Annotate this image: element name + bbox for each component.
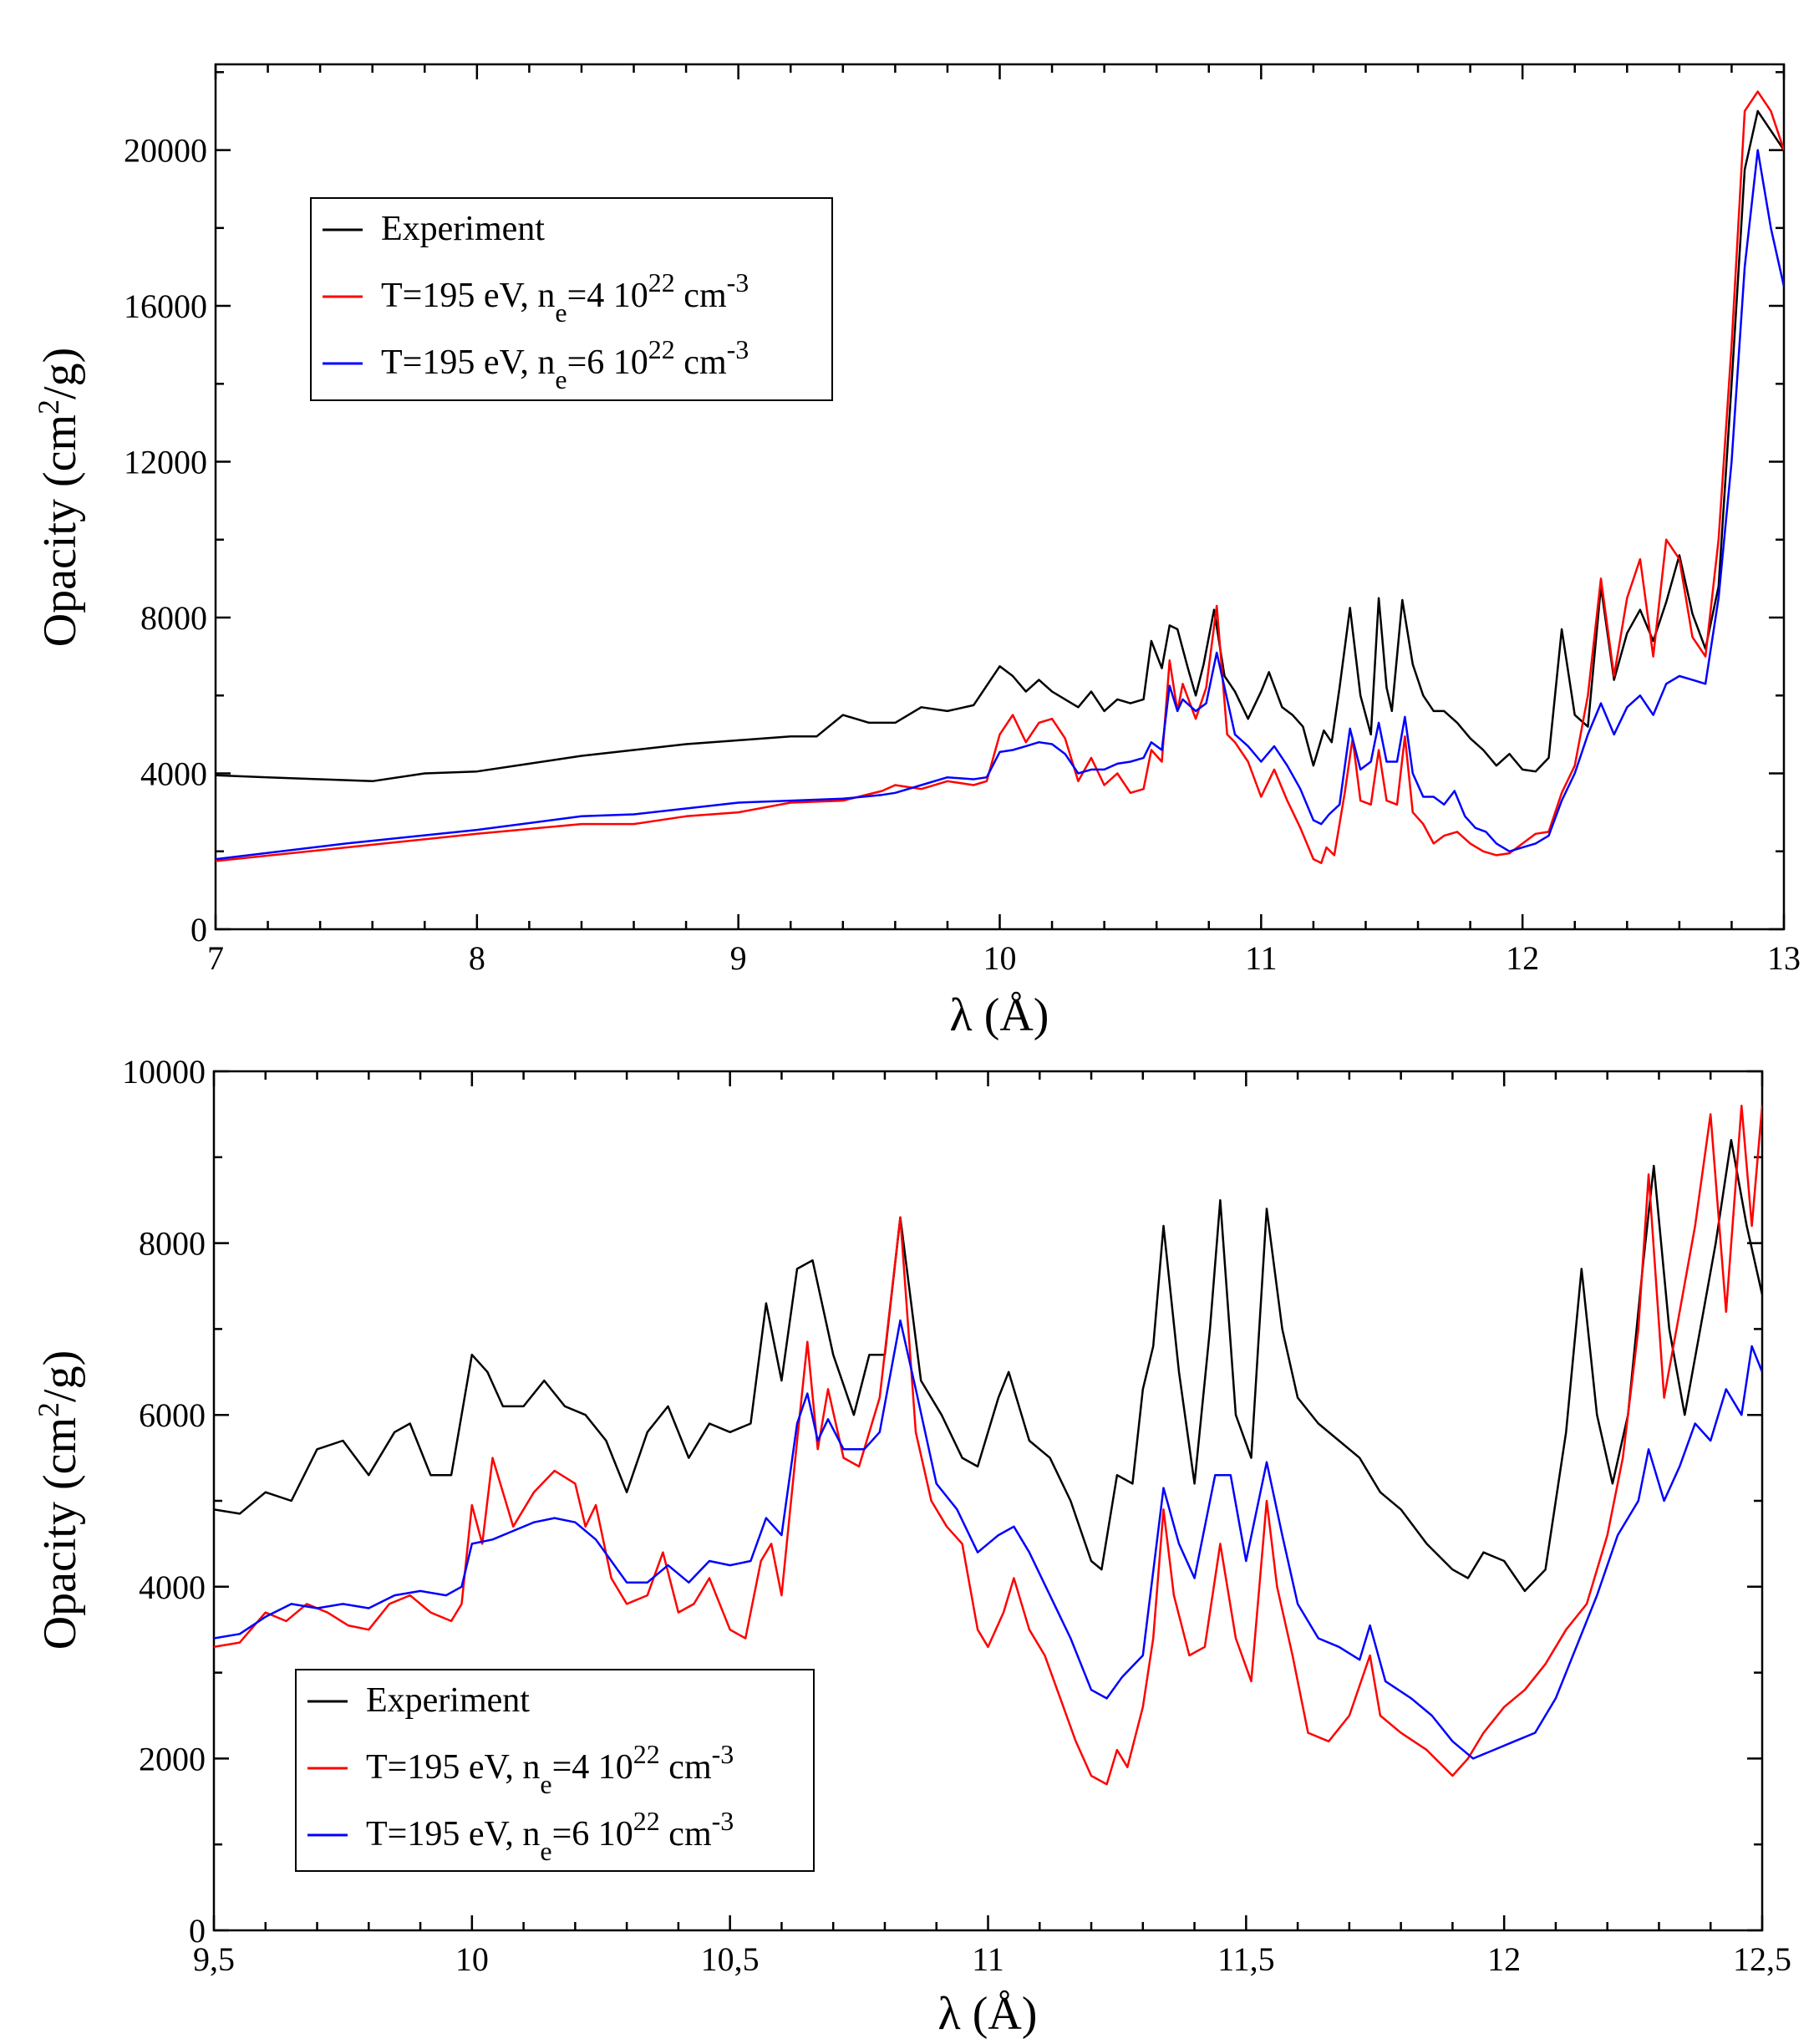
y-tick-label: 8000 [140,599,207,637]
legend-label: Experiment [381,210,545,248]
series-line-0 [216,109,1784,783]
x-tick-label: 11,5 [1217,1940,1275,1978]
ticks-bottom: 9,5 10 10,5 11 11,5 12 12,5 0 2000 4000 6000 8000 10… [122,1053,1791,1978]
x-tick-label: 12,5 [1733,1940,1791,1978]
legend-box-bottom [295,1669,815,1872]
y-tick-label: 0 [191,911,207,948]
x-tick-label: 12 [1506,939,1539,977]
legend-label: Experiment [366,1681,530,1720]
y-tick-label: 4000 [140,755,207,793]
plot-frame-top [214,63,1786,931]
series-top [216,90,1784,864]
ticks-top: 7 8 9 10 11 12 13 0 4000 8000 12000 16000 20000 [124,64,1801,977]
x-tick-label: 10 [455,1940,489,1978]
legend-bottom: Experiment T=195 eV, ne=4 1022 cm-3 T=195 … [295,1669,815,1872]
y-tick-label: 16000 [124,287,207,325]
series-line-0 [214,1138,1762,1593]
x-tick-label: 10,5 [701,1940,760,1978]
x-axis-title-top: λ (Å) [950,989,1049,1041]
y-tick-label: 8000 [139,1225,206,1263]
x-tick-label: 9 [730,939,747,977]
x-tick-label: 10 [983,939,1017,977]
x-tick-label: 13 [1767,939,1801,977]
legend-label: T=195 eV, ne=4 1022 cm-3 [366,1739,734,1799]
x-axis-title-bottom: λ (Å) [938,1988,1038,2040]
series-line-1 [216,90,1784,864]
y-tick-label: 2000 [139,1740,206,1777]
y-tick-label: 20000 [124,132,207,170]
y-tick-label: 6000 [139,1396,206,1434]
y-tick-label: 4000 [139,1569,206,1606]
series-line-2 [216,149,1784,861]
y-axis-title-top: Opacity (cm2/g) [32,348,86,648]
x-tick-label: 7 [207,939,224,977]
legend-label: T=195 eV, ne=6 1022 cm-3 [381,334,749,394]
series-bottom [214,1104,1762,1786]
y-axis-title-bottom: Opacity (cm2/g) [32,1350,86,1650]
x-tick-label: 11 [1245,939,1278,977]
y-tick-label: 10000 [122,1053,206,1091]
x-tick-label: 8 [469,939,485,977]
legend-label: T=195 eV, ne=4 1022 cm-3 [381,267,749,328]
y-tick-label: 0 [189,1912,206,1950]
series-line-1 [214,1104,1762,1786]
x-tick-label: 12 [1487,1940,1521,1978]
legend-label: T=195 eV, ne=6 1022 cm-3 [366,1806,734,1866]
series-line-2 [214,1319,1762,1760]
legend-box-top [310,197,833,401]
top-panel: 7 8 9 10 11 12 13 0 4000 8000 12000 16000 20000 λ (Å… [32,63,1801,1041]
y-tick-label: 12000 [124,444,207,481]
legend-top: Experiment T=195 eV, ne=4 1022 cm-3T=195 … [310,197,833,401]
bottom-panel: 9,5 10 10,5 11 11,5 12 12,5 0 2000 4000 6000 8000 10… [32,1053,1791,2040]
x-tick-label: 11 [972,1940,1004,1978]
x-tick-label: 9,5 [193,1940,235,1978]
